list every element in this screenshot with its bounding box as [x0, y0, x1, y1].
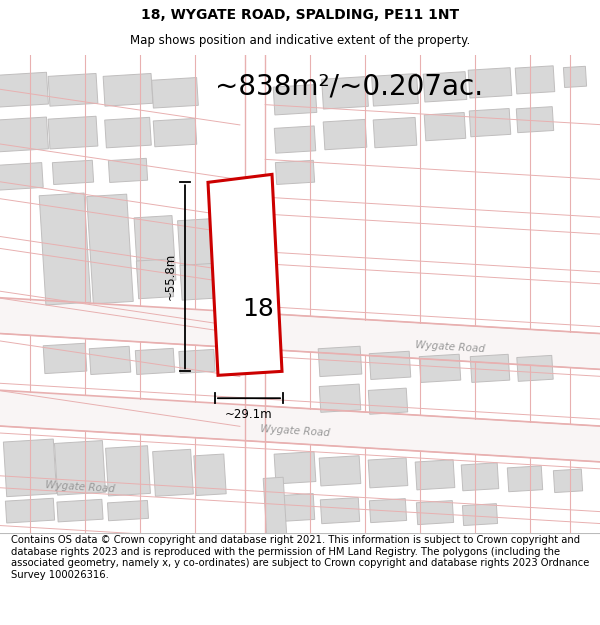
Polygon shape — [415, 460, 455, 490]
Polygon shape — [553, 469, 583, 492]
Polygon shape — [274, 452, 316, 484]
Polygon shape — [109, 158, 148, 182]
Polygon shape — [370, 499, 407, 522]
Polygon shape — [563, 66, 587, 88]
Polygon shape — [0, 390, 600, 462]
Polygon shape — [369, 351, 411, 379]
Polygon shape — [152, 449, 193, 496]
Polygon shape — [0, 162, 43, 190]
Polygon shape — [136, 259, 173, 299]
Polygon shape — [463, 504, 497, 526]
Polygon shape — [507, 466, 543, 492]
Text: Wygate Road: Wygate Road — [45, 481, 115, 494]
Polygon shape — [106, 446, 151, 496]
Polygon shape — [416, 501, 454, 524]
Polygon shape — [323, 119, 367, 150]
Polygon shape — [322, 76, 368, 109]
Polygon shape — [424, 112, 466, 141]
Polygon shape — [52, 160, 94, 184]
Polygon shape — [263, 478, 287, 538]
Polygon shape — [57, 499, 103, 522]
Polygon shape — [470, 354, 510, 382]
Polygon shape — [461, 462, 499, 491]
Polygon shape — [274, 126, 316, 153]
Polygon shape — [104, 118, 151, 148]
Polygon shape — [107, 501, 149, 521]
Text: ~29.1m: ~29.1m — [225, 408, 273, 421]
Polygon shape — [194, 454, 226, 496]
Polygon shape — [371, 74, 418, 106]
Polygon shape — [468, 68, 512, 98]
Polygon shape — [423, 72, 467, 102]
Polygon shape — [318, 346, 362, 377]
Text: Wygate Road: Wygate Road — [415, 341, 485, 354]
Polygon shape — [419, 354, 461, 382]
Polygon shape — [273, 84, 317, 115]
Polygon shape — [153, 118, 197, 147]
Polygon shape — [517, 356, 553, 381]
Polygon shape — [55, 441, 106, 495]
Polygon shape — [136, 348, 175, 374]
Polygon shape — [89, 346, 131, 374]
Polygon shape — [517, 107, 554, 132]
Text: Map shows position and indicative extent of the property.: Map shows position and indicative extent… — [130, 34, 470, 48]
Polygon shape — [134, 216, 176, 282]
Polygon shape — [319, 384, 361, 412]
Polygon shape — [43, 343, 87, 374]
Polygon shape — [469, 109, 511, 137]
Text: 18: 18 — [242, 297, 274, 321]
Polygon shape — [515, 66, 555, 94]
Polygon shape — [0, 72, 49, 107]
Polygon shape — [87, 194, 133, 304]
Polygon shape — [320, 498, 359, 524]
Polygon shape — [180, 264, 214, 300]
Polygon shape — [0, 298, 600, 369]
Polygon shape — [48, 74, 98, 106]
Polygon shape — [103, 74, 153, 106]
Text: Wygate Road: Wygate Road — [260, 424, 330, 438]
Text: 18, WYGATE ROAD, SPALDING, PE11 1NT: 18, WYGATE ROAD, SPALDING, PE11 1NT — [141, 8, 459, 22]
Polygon shape — [275, 494, 315, 522]
Text: ~55.8m: ~55.8m — [163, 253, 176, 301]
Polygon shape — [39, 193, 91, 305]
Polygon shape — [368, 458, 408, 488]
Polygon shape — [48, 116, 98, 149]
Polygon shape — [5, 498, 55, 523]
Text: ~838m²/~0.207ac.: ~838m²/~0.207ac. — [215, 73, 483, 101]
Polygon shape — [208, 174, 282, 376]
Polygon shape — [0, 117, 49, 152]
Polygon shape — [373, 118, 417, 148]
Polygon shape — [319, 456, 361, 486]
Polygon shape — [152, 78, 199, 108]
Polygon shape — [179, 349, 215, 373]
Text: Contains OS data © Crown copyright and database right 2021. This information is : Contains OS data © Crown copyright and d… — [11, 535, 589, 580]
Polygon shape — [368, 388, 407, 414]
Polygon shape — [178, 219, 217, 285]
Polygon shape — [4, 439, 56, 497]
Polygon shape — [275, 160, 314, 184]
